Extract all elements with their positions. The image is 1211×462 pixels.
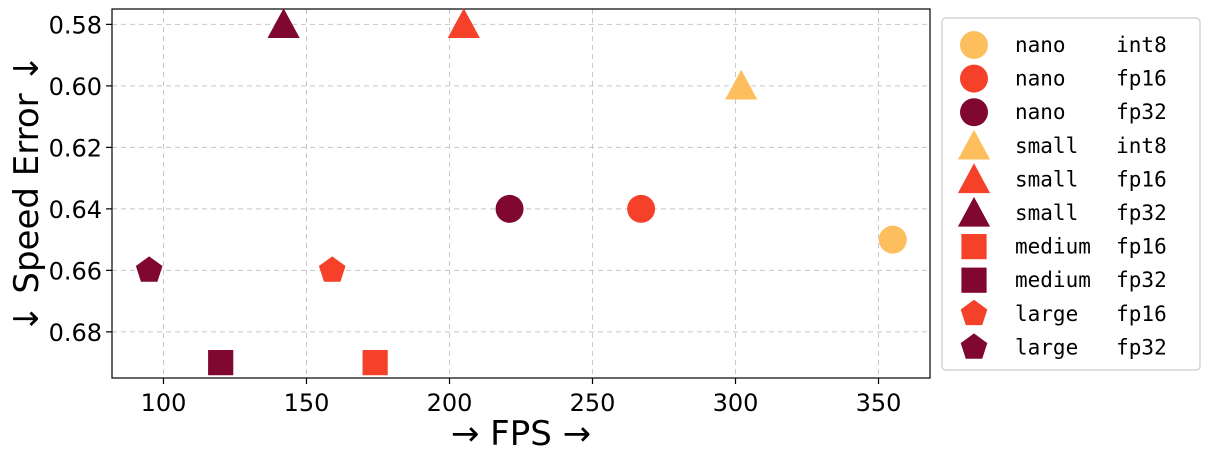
- x-tick-label: 150: [284, 389, 330, 417]
- x-axis-title: → FPS →: [451, 414, 591, 454]
- legend-marker-triangle: [957, 163, 991, 194]
- legend-entry: nano fp32: [960, 98, 1167, 127]
- x-tick-label: 300: [713, 389, 759, 417]
- plot-frame: [111, 8, 931, 379]
- y-tick-label: 0.60: [49, 73, 102, 101]
- legend-label: medium fp32: [1015, 268, 1167, 292]
- legend-label: large fp16: [1015, 302, 1167, 326]
- legend-entry: small fp16: [957, 163, 1167, 194]
- legend-marker-square: [961, 267, 987, 293]
- data-point-square: [362, 350, 388, 376]
- x-tick-label: 100: [141, 389, 187, 417]
- legend-entry: small fp32: [957, 196, 1167, 227]
- legend-frame: [941, 17, 1201, 371]
- axis-ticks: 100 150 200 250 300 350 0.58 0.60 0.62 0.64 0.66 0.…: [49, 11, 902, 417]
- legend-label: small fp16: [1015, 167, 1167, 191]
- legend-marker-triangle: [957, 196, 991, 227]
- y-tick-label: 0.62: [49, 134, 102, 162]
- legend-marker-triangle: [957, 129, 991, 160]
- data-point-pentagon: [135, 256, 163, 282]
- legend-label: small int8: [1015, 134, 1167, 158]
- data-point-square: [208, 350, 234, 376]
- data-point-triangle: [447, 8, 480, 39]
- grid: [112, 9, 930, 378]
- legend-marker-circle: [960, 98, 988, 127]
- data-point-triangle: [725, 69, 758, 100]
- data-point-circle: [495, 194, 524, 223]
- legend-label: medium fp16: [1015, 235, 1167, 259]
- legend-marker-pentagon: [960, 333, 988, 359]
- legend-label: nano int8: [1015, 33, 1167, 57]
- data-point-circle: [627, 194, 656, 223]
- legend-label: small fp32: [1015, 201, 1167, 225]
- legend-entry: medium fp16: [961, 234, 1167, 260]
- x-tick-label: 200: [427, 389, 473, 417]
- data-point-triangle: [267, 8, 300, 39]
- legend-label: nano fp16: [1015, 67, 1167, 91]
- legend-entry: small int8: [957, 129, 1167, 160]
- legend-marker-square: [961, 234, 987, 260]
- y-tick-label: 0.58: [49, 11, 102, 39]
- y-tick-label: 0.66: [49, 257, 102, 285]
- legend-entry: large fp16: [960, 299, 1167, 326]
- legend-label: nano fp32: [1015, 100, 1167, 124]
- legend: nano int8 nano fp16 nano fp32 small int8 sma…: [941, 17, 1201, 371]
- y-tick-label: 0.68: [49, 319, 102, 347]
- legend-entry: nano fp16: [960, 64, 1167, 93]
- data-point-pentagon: [318, 256, 346, 282]
- data-point-circle: [878, 225, 907, 254]
- x-tick-label: 350: [856, 389, 902, 417]
- legend-entry: nano int8: [960, 31, 1167, 59]
- legend-marker-pentagon: [960, 299, 988, 326]
- legend-entry: medium fp32: [961, 267, 1167, 293]
- data-points: [135, 8, 907, 376]
- legend-label: large fp32: [1015, 335, 1167, 359]
- y-axis-title: ↓ Speed Error ↓: [7, 54, 47, 333]
- legend-marker-circle: [960, 64, 988, 93]
- y-tick-label: 0.64: [49, 196, 102, 224]
- legend-entry: large fp32: [960, 333, 1167, 359]
- legend-marker-circle: [960, 31, 988, 59]
- x-tick-label: 250: [570, 389, 616, 417]
